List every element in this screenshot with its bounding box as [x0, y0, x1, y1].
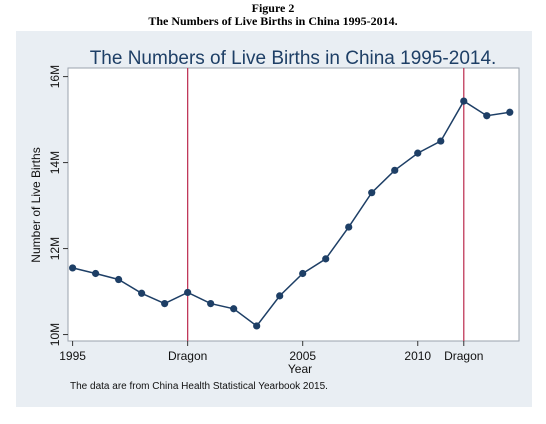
data-point-2012 — [460, 97, 468, 105]
data-point-2002 — [230, 305, 238, 313]
data-point-1998 — [138, 289, 146, 297]
data-point-2013 — [483, 112, 491, 120]
y-tick-label: 16M — [48, 65, 62, 88]
x-axis-label: Year — [288, 362, 312, 376]
y-axis-label: Number of Live Births — [29, 147, 43, 262]
x-tick-label: 2010 — [404, 349, 431, 363]
plot-area — [67, 67, 520, 342]
data-point-2005 — [299, 269, 307, 278]
x-tick-label: 2005 — [289, 349, 316, 363]
source-note: The data are from China Health Statistic… — [70, 381, 328, 392]
x-tick-label: 1995 — [59, 349, 86, 363]
x-tick-label: Dragon — [444, 349, 483, 363]
data-point-2003 — [253, 322, 261, 330]
chart-title: The Numbers of Live Births in China 1995… — [90, 48, 497, 69]
data-point-2004 — [276, 292, 284, 300]
x-tick-label: Dragon — [168, 349, 207, 363]
data-point-2010 — [414, 149, 422, 157]
series-line — [72, 100, 510, 328]
data-point-2000 — [184, 288, 192, 297]
figure-heading: Figure 2 The Numbers of Live Births in C… — [0, 2, 546, 28]
figure-label: Figure 2 — [251, 1, 295, 15]
y-tick-label: 12M — [48, 237, 62, 260]
data-point-1996 — [92, 269, 100, 278]
data-point-2008 — [368, 189, 376, 197]
data-point-2006 — [322, 255, 330, 263]
data-point-1999 — [161, 299, 169, 308]
y-tick-label: 10M — [48, 323, 62, 346]
y-tick-label: 14M — [48, 151, 62, 174]
data-point-2009 — [391, 166, 399, 174]
figure-title: The Numbers of Live Births in China 1995… — [148, 14, 398, 28]
data-point-1995 — [69, 264, 77, 272]
data-point-2007 — [345, 223, 353, 231]
data-point-2001 — [207, 299, 215, 308]
data-point-1997 — [115, 275, 123, 284]
data-point-2014 — [506, 108, 514, 116]
data-point-2011 — [437, 137, 445, 145]
